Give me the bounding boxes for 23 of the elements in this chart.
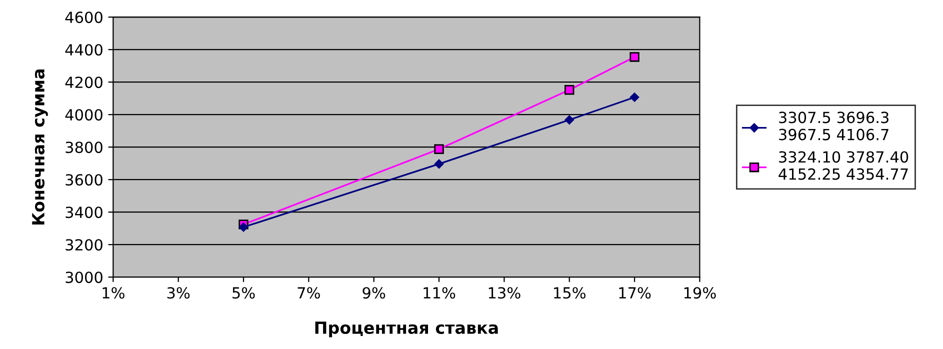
x-tick-label: 1%	[102, 287, 124, 299]
y-tick-label: 3600	[66, 174, 102, 186]
y-tick-label: 3800	[66, 142, 102, 154]
x-tick-label: 3%	[167, 287, 190, 299]
y-tick-label: 4600	[65, 12, 102, 24]
y-axis-title: Конечная сумма	[32, 69, 48, 224]
y-tick-label: 4000	[65, 109, 102, 121]
legend-label: 3324.10 3787.40 4152.25 4354.77	[778, 151, 908, 180]
y-tick-label: 3000	[66, 272, 102, 284]
legend-label: 3307.5 3696.3 3967.5 4106.7	[779, 112, 888, 140]
x-tick-label: 15%	[554, 287, 586, 299]
x-tick-label: 19%	[684, 287, 716, 299]
x-tick-label: 13%	[488, 287, 520, 299]
x-axis-title: Процентная ставка	[315, 322, 498, 338]
x-tick-label: 11%	[424, 287, 456, 299]
y-tick-label: 3200	[66, 239, 102, 251]
y-tick-label: 4400	[65, 44, 102, 56]
y-tick-label: 4200	[65, 76, 102, 88]
x-tick-label: 7%	[298, 287, 320, 299]
x-tick-label: 9%	[362, 287, 386, 299]
x-tick-label: 5%	[232, 287, 255, 299]
y-tick-label: 3400	[66, 206, 102, 218]
x-tick-label: 17%	[619, 287, 651, 299]
